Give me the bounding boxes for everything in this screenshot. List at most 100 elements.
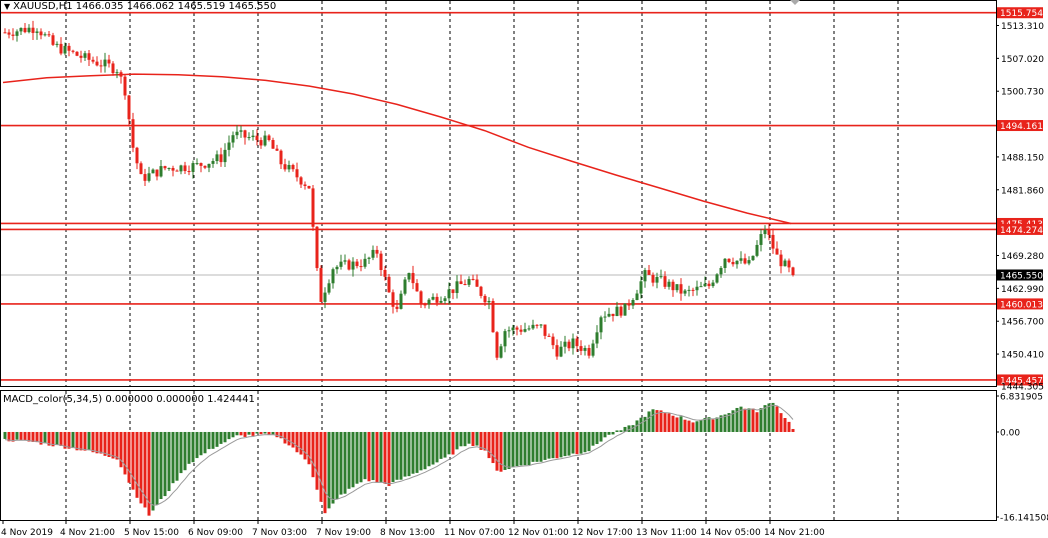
candle-body <box>623 303 627 316</box>
macd-bar <box>243 431 247 437</box>
candle-body <box>643 270 647 282</box>
candle-body <box>315 226 319 269</box>
macd-bar <box>7 431 11 442</box>
candle-body <box>139 163 143 175</box>
macd-bar <box>175 431 179 481</box>
candle-body <box>127 95 131 120</box>
candle-body <box>119 72 123 77</box>
macd-bar <box>507 431 511 469</box>
macd-bar <box>259 431 263 435</box>
macd-bar <box>427 431 431 467</box>
candle-body <box>411 272 415 284</box>
macd-bar <box>527 431 531 466</box>
macd-bar <box>79 431 83 451</box>
macd-bar <box>43 431 47 444</box>
candle-body <box>123 76 127 96</box>
macd-axis-label: 6.831905 <box>1000 393 1043 403</box>
candle-body <box>183 165 187 172</box>
candle-body <box>667 281 671 287</box>
time-label: 8 Nov 13:00 <box>380 528 435 538</box>
level-price-tag <box>997 374 1043 386</box>
candle-body <box>611 313 615 317</box>
macd-bar <box>247 431 251 435</box>
candle-body <box>259 140 263 146</box>
macd-bar <box>279 431 283 439</box>
macd-bar <box>135 431 139 498</box>
macd-bar <box>159 431 163 500</box>
candle-body <box>87 53 91 60</box>
macd-bar <box>511 431 515 467</box>
candle-body <box>523 329 527 332</box>
macd-bar <box>235 431 239 436</box>
candle-body <box>195 163 199 165</box>
macd-panel-frame <box>0 390 997 521</box>
candle-body <box>375 249 379 254</box>
time-label: 6 Nov 09:00 <box>188 528 243 538</box>
candle-body <box>455 281 459 294</box>
macd-bar <box>407 431 411 477</box>
chart-dropdown-icon[interactable]: ▼ <box>4 2 11 11</box>
candle-body <box>663 276 667 287</box>
candle-body <box>555 345 559 357</box>
macd-bar <box>187 431 191 464</box>
candle-body <box>747 260 751 264</box>
macd-bar <box>411 431 415 474</box>
candle-body <box>715 274 719 283</box>
moving-average-line <box>2 73 792 225</box>
macd-bar <box>155 431 159 505</box>
macd-bar <box>447 431 451 455</box>
macd-bar <box>291 431 295 448</box>
candle-body <box>327 283 331 293</box>
macd-bar <box>451 431 455 455</box>
macd-bar <box>403 431 407 477</box>
macd-bar <box>495 431 499 471</box>
candle-body <box>115 72 119 74</box>
candle-body <box>695 286 699 291</box>
candlesticks <box>3 20 795 361</box>
candle-body <box>211 161 215 164</box>
candle-body <box>55 43 59 45</box>
candle-body <box>515 327 519 330</box>
macd-bar <box>595 431 599 445</box>
macd-bar <box>103 431 107 456</box>
macd-bar <box>583 431 587 453</box>
candle-body <box>295 169 299 178</box>
candle-body <box>511 327 515 331</box>
macd-bar <box>55 431 59 445</box>
macd-bar <box>503 431 507 470</box>
level-price-tag <box>997 120 1043 132</box>
candle-body <box>67 45 71 51</box>
candle-body <box>703 283 707 287</box>
macd-bar <box>379 431 383 483</box>
candle-body <box>395 306 399 309</box>
candle-body <box>563 341 567 347</box>
price-axis-label: 1513.310 <box>1001 22 1044 32</box>
macd-bar <box>531 431 535 462</box>
macd-bar <box>387 431 391 486</box>
macd-bar <box>551 431 555 459</box>
candle-body <box>707 283 711 287</box>
chart-shift-icon[interactable] <box>790 0 800 5</box>
macd-bar <box>131 431 135 490</box>
macd-bar <box>443 431 447 458</box>
macd-bar <box>535 431 539 462</box>
level-price-label: 1460.013 <box>1000 300 1043 310</box>
macd-bar <box>659 410 663 432</box>
macd-bar <box>323 431 327 514</box>
macd-bar <box>415 431 419 473</box>
candle-body <box>239 130 243 132</box>
candle-body <box>479 286 483 296</box>
candle-body <box>75 51 79 56</box>
macd-bar <box>203 431 207 454</box>
candle-body <box>283 164 287 170</box>
candle-body <box>531 324 535 329</box>
candle-body <box>23 27 27 33</box>
time-label: 5 Nov 15:00 <box>124 528 179 538</box>
horizontal-levels[interactable]: 1515.7541494.1611475.4131474.2741460.013… <box>1 7 1043 386</box>
macd-bar <box>271 431 275 435</box>
macd-bar <box>87 431 91 451</box>
candle-body <box>399 293 403 309</box>
candle-body <box>379 253 383 270</box>
candle-body <box>571 338 575 349</box>
